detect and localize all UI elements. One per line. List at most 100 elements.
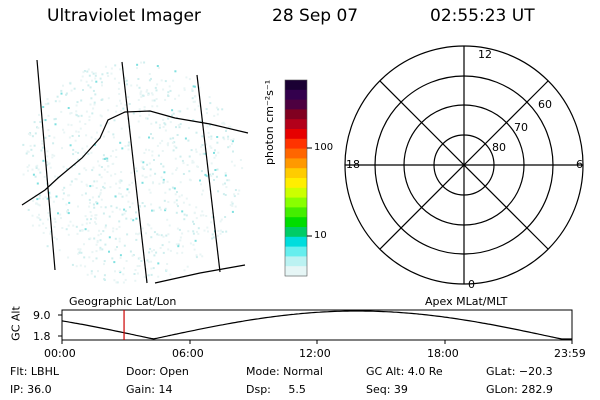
image-pixel xyxy=(53,154,56,157)
image-pixel xyxy=(233,193,236,196)
image-pixel xyxy=(110,205,113,208)
image-pixel xyxy=(151,182,154,185)
image-pixel xyxy=(119,254,122,257)
image-pixel xyxy=(219,232,222,235)
image-pixel xyxy=(82,71,85,74)
image-pixel xyxy=(72,148,75,151)
image-pixel xyxy=(195,256,198,259)
image-pixel xyxy=(91,196,94,199)
image-pixel xyxy=(102,154,105,157)
image-pixel xyxy=(153,254,156,257)
image-pixel xyxy=(58,249,61,252)
image-pixel xyxy=(44,136,47,139)
image-pixel xyxy=(135,238,138,241)
image-pixel xyxy=(73,163,76,166)
image-pixel xyxy=(60,110,63,113)
image-pixel xyxy=(53,136,56,139)
image-pixel xyxy=(112,136,115,139)
image-pixel xyxy=(100,115,103,118)
image-pixel xyxy=(145,268,148,270)
image-pixel xyxy=(112,227,115,230)
image-pixel xyxy=(161,139,164,142)
image-pixel xyxy=(59,213,62,216)
image-pixel xyxy=(70,112,73,114)
image-pixel xyxy=(71,135,74,137)
image-pixel xyxy=(124,210,127,213)
image-pixel xyxy=(147,260,150,263)
image-pixel xyxy=(99,114,102,117)
image-pixel xyxy=(118,225,121,228)
image-pixel xyxy=(94,221,96,224)
image-pixel xyxy=(60,89,63,92)
image-pixel xyxy=(118,192,120,195)
image-pixel xyxy=(141,181,144,184)
image-pixel xyxy=(139,93,142,96)
image-pixel xyxy=(63,131,66,134)
image-pixel xyxy=(90,218,92,221)
image-pixel xyxy=(94,74,97,77)
image-pixel xyxy=(216,168,219,171)
image-pixel xyxy=(157,275,160,278)
image-pixel xyxy=(155,251,158,254)
image-pixel xyxy=(80,79,83,82)
image-pixel xyxy=(186,265,189,268)
image-pixel xyxy=(94,143,97,146)
image-pixel xyxy=(227,135,230,138)
image-pixel xyxy=(156,233,159,236)
image-pixel xyxy=(45,227,48,229)
image-pixel xyxy=(148,251,151,254)
image-pixel xyxy=(163,122,166,125)
image-pixel xyxy=(193,85,196,88)
image-pixel xyxy=(78,250,81,253)
image-pixel xyxy=(157,154,160,157)
image-pixel xyxy=(53,225,56,228)
mlt-label-0: 0 xyxy=(468,278,475,291)
image-pixel xyxy=(81,229,83,232)
image-pixel xyxy=(205,215,208,217)
image-pixel xyxy=(159,247,162,249)
image-pixel xyxy=(118,180,121,183)
image-pixel xyxy=(160,176,163,179)
image-pixel xyxy=(61,147,63,150)
image-pixel xyxy=(211,216,214,219)
image-pixel xyxy=(88,115,91,118)
image-pixel xyxy=(197,165,199,168)
image-pixel xyxy=(41,142,44,145)
image-pixel xyxy=(161,150,164,152)
image-pixel xyxy=(79,264,82,267)
image-pixel xyxy=(139,91,142,94)
image-pixel xyxy=(46,98,49,101)
image-pixel xyxy=(215,175,218,178)
image-pixel xyxy=(153,99,156,102)
image-pixel xyxy=(56,95,59,98)
image-pixel xyxy=(128,183,131,186)
image-pixel xyxy=(177,124,180,127)
image-pixel xyxy=(145,117,147,120)
image-pixel xyxy=(62,198,65,201)
colorbar-segment xyxy=(285,109,307,120)
image-pixel xyxy=(130,217,133,220)
image-pixel xyxy=(75,265,78,268)
image-pixel xyxy=(186,107,189,110)
image-pixel xyxy=(151,99,154,102)
image-pixel xyxy=(141,202,144,204)
image-pixel xyxy=(188,170,191,173)
image-pixel xyxy=(217,190,220,193)
image-pixel xyxy=(169,89,172,92)
image-pixel xyxy=(119,181,122,184)
image-pixel xyxy=(195,206,198,209)
image-pixel xyxy=(104,65,107,68)
image-pixel xyxy=(142,165,145,168)
image-pixel xyxy=(42,222,45,225)
gc-alt-readout: GC Alt: 4.0 Re xyxy=(366,365,443,378)
image-pixel xyxy=(140,61,143,64)
image-pixel xyxy=(39,171,42,174)
image-pixel xyxy=(219,220,222,223)
image-pixel xyxy=(69,82,72,85)
image-pixel xyxy=(148,224,151,227)
image-pixel xyxy=(212,236,215,239)
image-pixel xyxy=(70,89,73,92)
image-pixel xyxy=(80,99,83,102)
image-pixel xyxy=(209,173,211,176)
mode-readout: Mode: Normal xyxy=(246,365,323,378)
